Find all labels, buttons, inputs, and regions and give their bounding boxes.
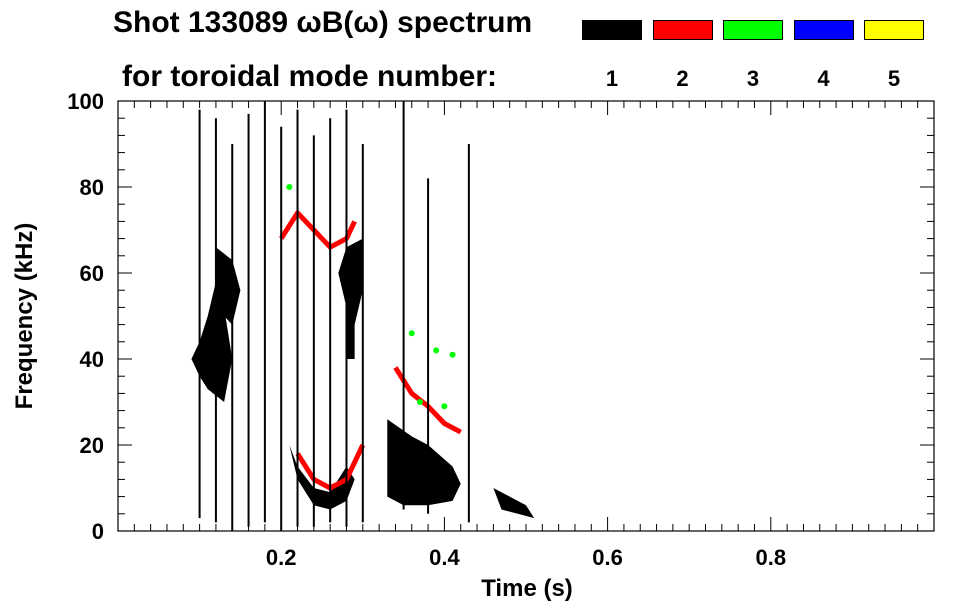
legend-label-mode-3: 3 [746, 66, 760, 91]
spectral-feature-mode-1 [289, 445, 355, 510]
y-tick-label: 100 [67, 89, 104, 114]
mode-band-2 [279, 210, 357, 250]
mode-point-3 [286, 184, 293, 190]
x-tick-label: 0.4 [429, 545, 460, 570]
x-tick-label: 0.6 [592, 545, 623, 570]
mode-point-3 [449, 351, 456, 358]
mode-point-3 [408, 330, 415, 337]
spectral-feature-mode-1 [387, 419, 461, 506]
x-axis-label: Time (s) [481, 575, 573, 602]
axes: 0 20 40 60 80 100 0.2 0.4 0.6 0.8 [67, 89, 935, 570]
chart-title-line1: Shot 133089 ωB(ω) spectrum [113, 6, 533, 39]
y-tick-label: 20 [80, 433, 104, 458]
spectral-feature-mode-1 [493, 488, 535, 519]
mode-point-3 [416, 399, 423, 405]
legend-label-mode-5: 5 [887, 66, 901, 91]
y-axis-label: Frequency (kHz) [11, 223, 38, 410]
legend-label-mode-1: 1 [605, 66, 619, 91]
legend-swatch-mode-5 [864, 20, 924, 40]
y-tick-label: 60 [80, 261, 104, 286]
legend-swatch-mode-2 [652, 20, 713, 40]
chart-title-line2: for toroidal mode number: [122, 60, 497, 93]
y-tick-label: 40 [80, 347, 104, 372]
spectral-feature-mode-1 [215, 247, 241, 325]
mode-point-3 [433, 347, 440, 354]
y-tick-label: 0 [92, 519, 104, 544]
plot-frame [117, 100, 935, 532]
legend-label-mode-4: 4 [817, 66, 830, 91]
legend-swatch-mode-3 [723, 20, 783, 40]
spectral-feature-mode-1 [338, 238, 363, 359]
x-tick-label: 0.8 [756, 545, 787, 570]
x-tick-label: 0.2 [266, 545, 297, 570]
legend-swatch-mode-4 [793, 20, 854, 40]
legend-swatch-mode-1 [582, 20, 642, 40]
y-tick-label: 80 [80, 175, 104, 200]
plot-area [191, 101, 535, 531]
mode-band-2 [295, 443, 366, 491]
legend-label-mode-2: 2 [676, 66, 689, 91]
mode-point-3 [441, 403, 448, 410]
